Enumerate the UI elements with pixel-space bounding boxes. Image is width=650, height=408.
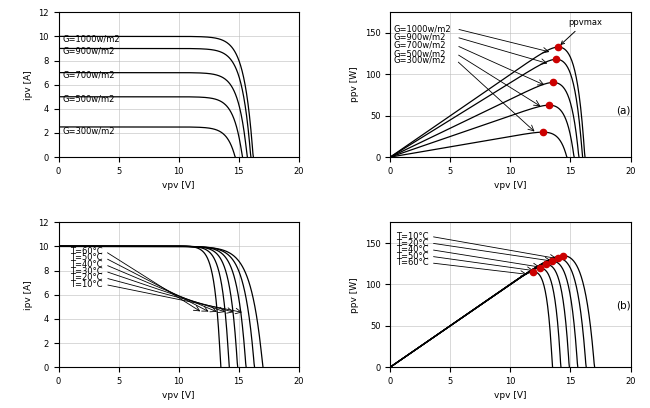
Text: G=1000w/m2: G=1000w/m2 bbox=[394, 24, 451, 33]
Y-axis label: ipv [A]: ipv [A] bbox=[23, 280, 32, 310]
Text: T=50°C: T=50°C bbox=[70, 253, 103, 262]
Text: G=500w/m2: G=500w/m2 bbox=[62, 95, 114, 104]
Text: G=900w/m2: G=900w/m2 bbox=[394, 33, 446, 42]
Text: T=40°C: T=40°C bbox=[396, 245, 428, 254]
Text: T=60°C: T=60°C bbox=[70, 247, 103, 256]
Text: G=700w/m2: G=700w/m2 bbox=[394, 41, 447, 50]
Text: (a): (a) bbox=[616, 105, 630, 115]
Y-axis label: ppv [W]: ppv [W] bbox=[350, 67, 359, 102]
Text: ppvmax: ppvmax bbox=[561, 18, 602, 44]
Text: (b): (b) bbox=[616, 301, 630, 311]
Text: G=900w/m2: G=900w/m2 bbox=[62, 47, 114, 55]
Text: T=20°C: T=20°C bbox=[396, 239, 428, 248]
Y-axis label: ppv [W]: ppv [W] bbox=[350, 277, 359, 313]
Text: G=300w/m2: G=300w/m2 bbox=[394, 56, 447, 65]
Text: T=60°C: T=60°C bbox=[396, 258, 429, 267]
Text: G=500w/m2: G=500w/m2 bbox=[394, 49, 446, 58]
Text: T=50°C: T=50°C bbox=[396, 252, 428, 261]
Text: T=10°C: T=10°C bbox=[396, 232, 428, 241]
X-axis label: vpv [V]: vpv [V] bbox=[494, 182, 526, 191]
X-axis label: vpv [V]: vpv [V] bbox=[162, 392, 195, 401]
Text: T=40°C: T=40°C bbox=[70, 260, 103, 269]
Text: T=20°C: T=20°C bbox=[70, 273, 103, 282]
X-axis label: vpv [V]: vpv [V] bbox=[162, 182, 195, 191]
Text: G=700w/m2: G=700w/m2 bbox=[62, 71, 114, 80]
X-axis label: vpv [V]: vpv [V] bbox=[494, 392, 526, 401]
Text: G=1000w/m2: G=1000w/m2 bbox=[62, 34, 120, 43]
Text: G=300w/m2: G=300w/m2 bbox=[62, 126, 114, 135]
Y-axis label: ipv [A]: ipv [A] bbox=[23, 70, 32, 100]
Text: T=10°C: T=10°C bbox=[70, 280, 103, 289]
Text: T=30°C: T=30°C bbox=[70, 267, 103, 276]
